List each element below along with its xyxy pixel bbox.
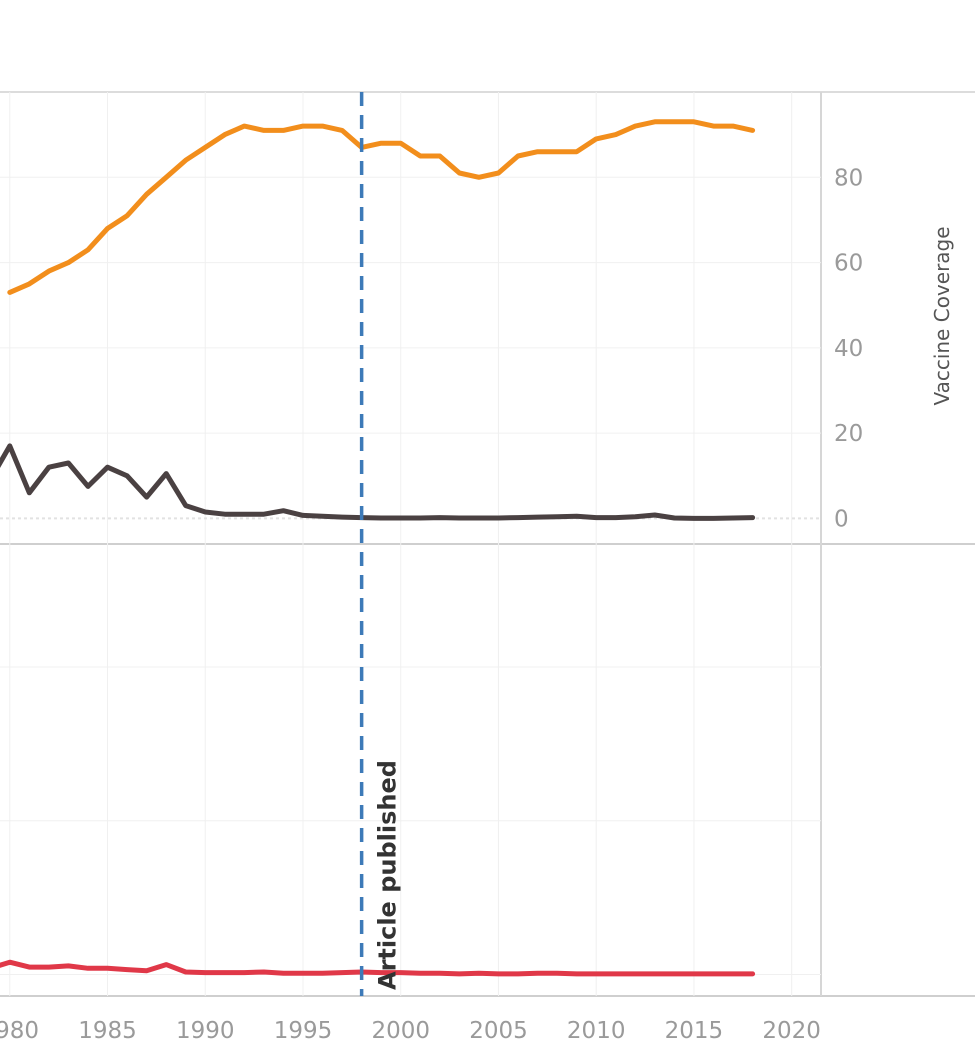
series-line-top-0 — [7, 119, 756, 295]
x-tick-label: 2005 — [469, 1018, 528, 1044]
article-published-label: Article published — [374, 760, 402, 990]
y-tick-label: 80 — [834, 165, 863, 191]
x-tick-label: 2000 — [371, 1018, 430, 1044]
series-line-bottom-0 — [0, 959, 756, 977]
x-tick-label: 1980 — [0, 1018, 39, 1044]
x-axis-ticks: 1980 1985 1990 1995 2000 2005 2010 2015 2020 — [0, 1018, 821, 1044]
top-panel-frame — [0, 91, 975, 545]
series-lines — [0, 119, 756, 977]
y-tick-label: 40 — [834, 336, 863, 362]
x-tick-label: 1995 — [274, 1018, 333, 1044]
y-axis-ticks: 0 20 40 60 80 — [834, 165, 863, 532]
x-tick-label: 2015 — [665, 1018, 724, 1044]
x-tick-label: 2020 — [762, 1018, 821, 1044]
x-tick-label: 1990 — [176, 1018, 235, 1044]
annotation-layer: Article published — [359, 92, 402, 996]
x-tick-label: 2010 — [567, 1018, 626, 1044]
x-tick-label: 1985 — [78, 1018, 137, 1044]
y-tick-label: 60 — [834, 251, 863, 277]
series-line-top-1 — [0, 443, 756, 521]
y-tick-label: 0 — [834, 506, 849, 532]
y-axis-title: Vaccine Coverage — [930, 226, 954, 405]
y-tick-label: 20 — [834, 421, 863, 447]
